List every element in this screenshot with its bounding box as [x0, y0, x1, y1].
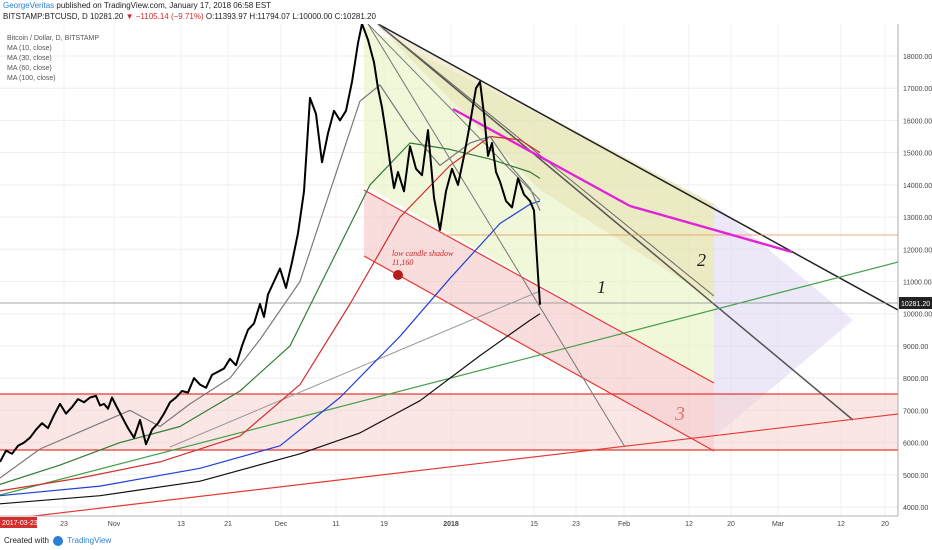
- chart-legend: Bitcoin / Dollar, D, BITSTAMP MA (10, cl…: [7, 35, 99, 82]
- drawing-zones: [0, 24, 898, 516]
- y-tick-label: 4000.00: [903, 505, 928, 512]
- legend-ma-30: MA (30, close): [7, 55, 52, 62]
- x-axis[interactable]: 23 Nov 13 21 Dec 11 19 2018 15 23 Feb 12 20 Mar 12 20: [60, 521, 889, 528]
- fan-line-4: [367, 24, 541, 201]
- series-line: [0, 313, 541, 505]
- shadow-value: 11,160: [392, 258, 413, 267]
- x-tick-label: 20: [881, 521, 889, 528]
- x-tick-label: Nov: [108, 521, 121, 528]
- y-tick-label: 5000.00: [903, 473, 928, 480]
- x-tick-label: 23: [572, 521, 580, 528]
- fan-line-3: [367, 24, 626, 448]
- footer: Created with TradingView: [0, 532, 932, 550]
- series-line: [0, 142, 541, 485]
- y-axis[interactable]: 4000.00 5000.00 6000.00 7000.00 8000.00 9000.…: [903, 54, 932, 512]
- y-tick-label: 8000.00: [903, 376, 928, 383]
- x-tick-label: 20: [727, 521, 735, 528]
- y-tick-label: 16000.00: [903, 118, 932, 125]
- magenta-trend-line: [452, 107, 631, 208]
- series-line: [0, 135, 541, 492]
- chart-header: GeorgeVeritas published on TradingView.c…: [0, 0, 932, 24]
- date-tag: 2017-03-23: [0, 517, 38, 528]
- y-tick-label: 12000.00: [903, 247, 932, 254]
- y-tick-label: 13000.00: [903, 215, 932, 222]
- grey-support-line: [169, 290, 541, 448]
- series-lines: [0, 24, 541, 505]
- price-tag-text: 10281.20: [901, 301, 930, 308]
- red-support-line: [28, 413, 898, 516]
- fan-line-1: [377, 24, 854, 421]
- legend-ma-10: MA (10, close): [7, 45, 52, 52]
- pink-channel-zone: [364, 190, 714, 451]
- purple-fan-zone: [714, 204, 853, 437]
- y-tick-label: 17000.00: [903, 86, 932, 93]
- symbol-line: BITSTAMP:BTCUSD, D 10281.20 ▼ −1105.14 (…: [0, 11, 932, 22]
- channel-bottom-line: [363, 255, 715, 452]
- published-text: published on TradingView.com, January 17…: [56, 1, 272, 10]
- y-tick-label: 10000.00: [903, 312, 932, 319]
- date-tag-text: 2017-03-23: [2, 520, 38, 527]
- tradingview-logo-icon: [53, 535, 64, 546]
- y-tick-label: 15000.00: [903, 151, 932, 158]
- author-link[interactable]: GeorgeVeritas: [3, 1, 55, 10]
- series-line: [0, 24, 541, 463]
- main-trendline: [377, 24, 898, 311]
- legend-title: Bitcoin / Dollar, D, BITSTAMP: [7, 35, 99, 42]
- created-with-text: Created with: [4, 536, 49, 545]
- y-tick-label: 14000.00: [903, 183, 932, 190]
- x-tick-label: Feb: [618, 521, 630, 528]
- x-tick-label: 23: [60, 521, 68, 528]
- red-range-zone: [0, 394, 898, 450]
- x-tick-label: Dec: [275, 521, 288, 528]
- x-tick-label: 2018: [443, 521, 459, 528]
- y-tick-label: 7000.00: [903, 408, 928, 415]
- low-shadow-marker: [393, 270, 403, 280]
- x-tick-label: Mar: [772, 521, 785, 528]
- series-line: [0, 84, 541, 479]
- label-2: 2: [697, 250, 706, 270]
- x-tick-label: 15: [530, 521, 538, 528]
- y-tick-label: 9000.00: [903, 344, 928, 351]
- price-change: ▼ −1105.14 (−9.71%): [125, 12, 204, 21]
- last-price: 10281.20: [89, 12, 124, 21]
- tradingview-link[interactable]: TradingView: [67, 536, 112, 545]
- magenta-trend-line-2: [629, 204, 793, 254]
- label-1: 1: [597, 277, 606, 297]
- x-tick-label: 19: [380, 521, 388, 528]
- x-tick-label: 12: [837, 521, 845, 528]
- ohlc-values: O:11393.97 H:11794.07 L:10000.00 C:10281…: [205, 12, 376, 21]
- legend-ma-100: MA (100, close): [7, 75, 56, 82]
- x-tick-label: 11: [332, 521, 339, 528]
- x-tick-label: 21: [224, 521, 232, 528]
- price-chart[interactable]: low candle shadow 11,160 1 2 3 Bitcoin /…: [0, 24, 932, 534]
- y-tick-label: 11000.00: [903, 280, 932, 287]
- label-3: 3: [674, 403, 685, 425]
- x-tick-label: 12: [685, 521, 693, 528]
- x-tick-label: 13: [177, 521, 185, 528]
- symbol-name: BITSTAMP:BTCUSD, D: [3, 12, 88, 21]
- legend-ma-60: MA (60, close): [7, 65, 52, 72]
- publish-line: GeorgeVeritas published on TradingView.c…: [0, 0, 932, 11]
- annotations: low candle shadow 11,160 1 2 3: [392, 249, 706, 425]
- shadow-label: low candle shadow: [392, 249, 454, 258]
- green-fan-zone: [364, 26, 714, 383]
- y-tick-label: 18000.00: [903, 54, 932, 61]
- y-tick-label: 6000.00: [903, 441, 928, 448]
- price-tag: 10281.20: [899, 297, 932, 309]
- series-line: [0, 200, 541, 497]
